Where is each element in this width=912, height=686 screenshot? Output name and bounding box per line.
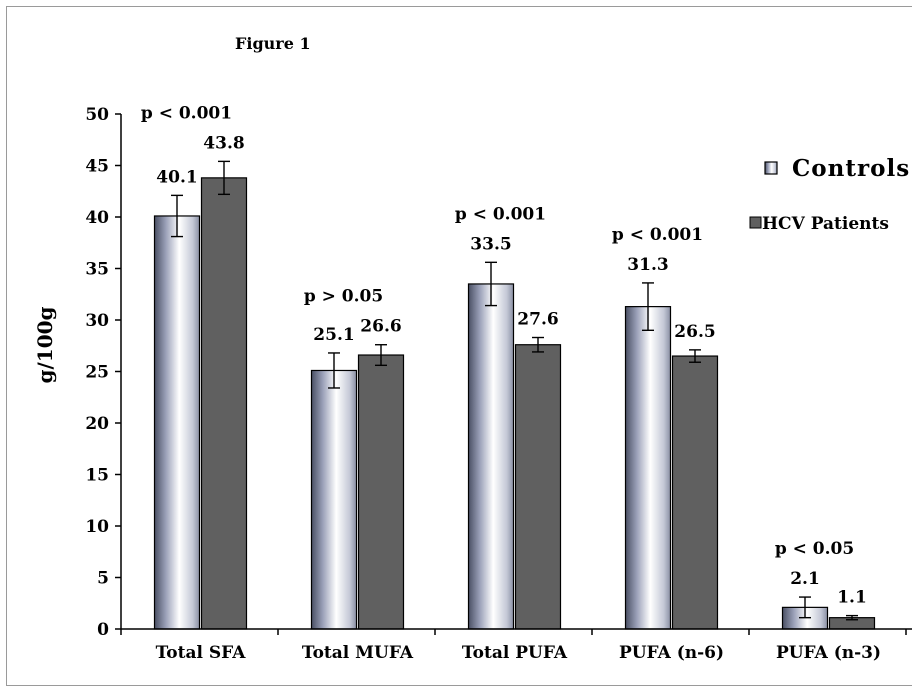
bar-hcv [200, 177, 248, 630]
p-value-label: p < 0.001 [612, 225, 703, 245]
p-value-label: p > 0.05 [304, 287, 383, 307]
x-category-label: PUFA (n-3) [776, 643, 881, 663]
bar-hcv [514, 344, 562, 630]
bar-controls [310, 369, 358, 630]
y-tick-label: 15 [85, 466, 109, 486]
value-label: 40.1 [156, 167, 197, 187]
bar-controls [467, 283, 515, 630]
x-category-label: Total PUFA [462, 643, 568, 663]
chart-title: Figure 1 [235, 34, 311, 53]
value-label: 43.8 [203, 133, 244, 153]
x-axis: Total SFA Total MUFA Total PUFA PUFA (n-6) P… [120, 628, 912, 663]
value-label: 2.1 [790, 569, 820, 589]
x-category-label: Total SFA [156, 643, 247, 663]
legend-label-controls: Controls [792, 155, 910, 182]
y-tick-label: 0 [97, 620, 109, 640]
x-category-label: PUFA (n-6) [619, 643, 724, 663]
y-tick-label: 40 [85, 208, 109, 228]
value-label: 1.1 [837, 588, 867, 608]
y-axis-label: g/100g [33, 306, 57, 383]
y-tick-label: 10 [85, 517, 109, 537]
y-tick-label: 5 [97, 569, 109, 589]
legend-label-hcv: HCV Patients [762, 214, 889, 234]
bar-hcv [671, 355, 719, 630]
value-label: 26.6 [360, 317, 401, 337]
legend-swatch-hcv [749, 216, 762, 229]
value-label: 33.5 [470, 234, 511, 254]
y-tick-label: 20 [85, 414, 109, 434]
bars-group: 40.1 43.8 p < 0.001 25.1 26.6 p > 0.05 33.5 27.… [141, 103, 876, 630]
x-category-label: Total MUFA [302, 643, 414, 663]
value-label: 27.6 [517, 310, 558, 330]
y-tick-label: 25 [85, 363, 109, 383]
legend-swatch-controls [764, 161, 778, 175]
p-value-label: p < 0.001 [141, 103, 232, 123]
p-value-label: p < 0.05 [775, 539, 854, 559]
bar-chart: Figure 1 g/100g 0 5 10 15 20 25 30 35 40 45 50 40.… [33, 34, 912, 663]
value-label: 25.1 [313, 325, 354, 345]
y-tick-label: 45 [85, 157, 109, 177]
value-label: 26.5 [674, 322, 715, 342]
p-value-label: p < 0.001 [455, 204, 546, 224]
y-tick-label: 30 [85, 311, 109, 331]
y-axis: 0 5 10 15 20 25 30 35 40 45 50 [85, 105, 122, 640]
y-tick-label: 35 [85, 260, 109, 280]
bar-hcv [357, 354, 405, 630]
legend: Controls HCV Patients [749, 155, 910, 234]
bar-controls [153, 215, 201, 630]
y-tick-label: 50 [85, 105, 109, 125]
bar-controls [624, 306, 672, 630]
value-label: 31.3 [627, 255, 668, 275]
